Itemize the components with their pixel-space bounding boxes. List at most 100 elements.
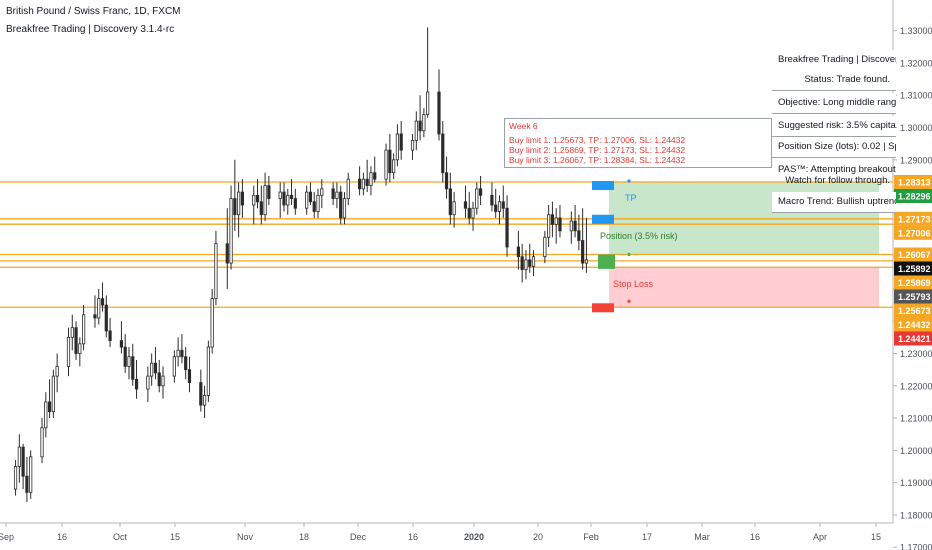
price-label-bg-7 <box>894 289 932 304</box>
week-title: Week 6 <box>509 121 538 131</box>
candle-body <box>29 456 33 493</box>
candle-body <box>153 362 158 374</box>
candle-body <box>237 191 241 216</box>
x-tick-label: 15 <box>170 532 180 542</box>
candle-body <box>150 362 154 377</box>
candle-body <box>581 240 585 264</box>
candle-body <box>51 375 55 413</box>
price-label-bg-3 <box>894 225 932 240</box>
candle-body <box>210 298 214 348</box>
y-tick-label: 1.20000 <box>900 446 932 456</box>
candle-body <box>282 191 286 206</box>
candle-body <box>25 475 29 493</box>
candle-body <box>505 207 509 248</box>
candle-body <box>82 314 86 345</box>
candle-body <box>520 256 524 270</box>
candle-body <box>131 356 135 380</box>
candle-body <box>161 375 165 387</box>
candle-body <box>74 327 78 354</box>
x-tick-label: Sep <box>0 532 14 542</box>
candle-body <box>305 191 309 209</box>
candle-body <box>278 191 282 199</box>
price-label-bg-5 <box>894 261 932 276</box>
candle-body <box>320 188 324 196</box>
candle-body <box>289 194 294 199</box>
candle-body <box>490 194 494 206</box>
candle-body <box>471 207 475 219</box>
candle-body <box>78 343 82 354</box>
candle-body <box>365 178 369 187</box>
candle-body <box>104 304 108 332</box>
buy-limit-1: Buy limit 1: 1.25673, TP: 1.27006, SL: 1… <box>509 135 686 145</box>
candle-body <box>93 314 97 319</box>
price-label-7: 1.25793 <box>898 292 931 302</box>
candle-body <box>357 178 362 190</box>
price-label-9: 1.24432 <box>898 320 931 330</box>
candle-body <box>180 349 184 358</box>
y-tick-label: 1.23000 <box>900 349 932 359</box>
candle-body <box>293 198 297 209</box>
candle-body <box>225 243 229 264</box>
price-label-bg-1 <box>894 188 932 203</box>
candle-body <box>119 340 124 348</box>
candle-body <box>448 188 452 216</box>
candle-body <box>441 133 445 174</box>
candle-body <box>70 327 74 338</box>
entry-marker <box>592 214 614 224</box>
candle-body <box>392 159 396 174</box>
candle-body <box>263 185 267 216</box>
candle-body <box>252 194 256 206</box>
price-label-bg-4 <box>894 247 932 262</box>
candle-body <box>463 201 468 209</box>
candle-body <box>47 401 52 413</box>
candle-body <box>40 427 44 458</box>
candle-body <box>308 191 313 203</box>
candle-body <box>516 246 520 258</box>
candle-body <box>255 194 260 203</box>
position-marker <box>598 254 615 269</box>
candle-body <box>395 133 400 161</box>
candle-body <box>388 149 392 174</box>
position-label: Position (3.5% risk) <box>600 231 678 241</box>
candle-body <box>584 259 589 264</box>
buy-limit-3: Buy limit 3: 1.26067, TP: 1.28384, SL: 1… <box>509 155 686 165</box>
price-label-bg-0 <box>894 174 932 189</box>
candle-body <box>543 236 547 258</box>
price-label-bg-6 <box>894 275 932 290</box>
x-tick-label: Dec <box>350 532 367 542</box>
candle-body <box>146 375 150 390</box>
candle-body <box>399 133 403 151</box>
candle-body <box>531 256 536 267</box>
x-tick-label: 16 <box>408 532 418 542</box>
candle-body <box>286 194 290 206</box>
candle-body <box>418 120 422 132</box>
panel-row-0: Breakfree Trading | Discovery 3. <box>772 50 896 71</box>
x-tick-label: Oct <box>113 532 128 542</box>
week-box: Week 6 Buy limit 1: 1.25673, TP: 1.27006… <box>504 118 772 168</box>
candle-body <box>410 140 415 151</box>
x-tick-label: Feb <box>583 532 599 542</box>
price-label-bg-10 <box>894 331 932 346</box>
candle-body <box>577 230 581 241</box>
candle-body <box>134 378 139 390</box>
x-tick-label: Mar <box>694 532 710 542</box>
candle-body <box>501 201 505 209</box>
price-label-bg-2 <box>894 211 932 226</box>
panel-row-4: Position Size (lots): 0.02 | Split: <box>772 137 896 158</box>
price-label-1: 1.28296 <box>898 191 931 201</box>
candle-body <box>558 217 562 232</box>
price-label-8: 1.25673 <box>898 306 931 316</box>
candle-body <box>554 217 558 225</box>
candle-body <box>361 178 365 190</box>
candle-body <box>373 172 377 180</box>
candle-body <box>331 188 335 199</box>
price-label-3: 1.27006 <box>898 228 931 238</box>
y-tick-label: 1.31000 <box>900 91 932 101</box>
candle-body <box>339 191 343 219</box>
panel-row-7: Macro Trend: Bullish uptrend <box>772 192 896 213</box>
price-label-bg-9 <box>894 317 932 332</box>
y-tick-label: 1.22000 <box>900 381 932 391</box>
candle-body <box>259 201 263 216</box>
candle-body <box>528 259 532 267</box>
y-tick-label: 1.19000 <box>900 478 932 488</box>
